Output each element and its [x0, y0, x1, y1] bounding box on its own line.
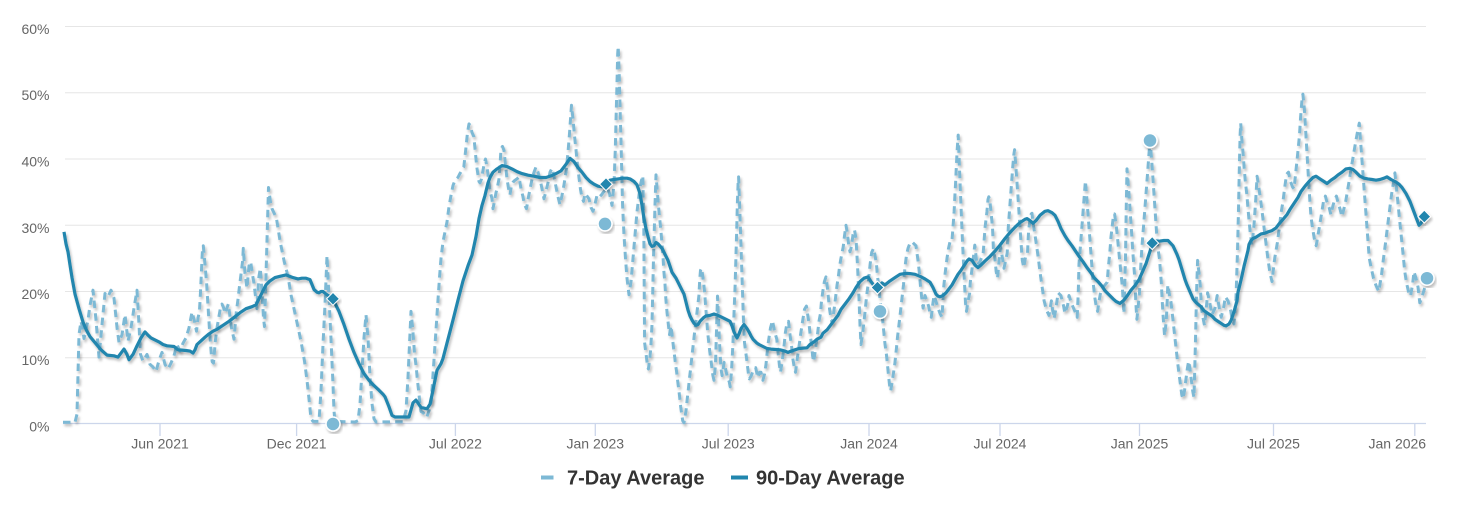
- svg-text:Jun 2021: Jun 2021: [131, 436, 189, 452]
- svg-text:90-Day Average: 90-Day Average: [756, 468, 905, 490]
- svg-text:Jan 2024: Jan 2024: [840, 436, 898, 452]
- svg-text:Jul 2022: Jul 2022: [429, 436, 482, 452]
- svg-text:Jul 2025: Jul 2025: [1247, 436, 1300, 452]
- svg-text:7-Day Average: 7-Day Average: [567, 468, 704, 490]
- svg-text:20%: 20%: [21, 286, 49, 302]
- svg-text:50%: 50%: [21, 87, 49, 103]
- svg-text:30%: 30%: [21, 220, 49, 236]
- svg-text:Jan 2025: Jan 2025: [1111, 436, 1169, 452]
- svg-text:Jan 2026: Jan 2026: [1368, 436, 1426, 452]
- svg-text:Jul 2024: Jul 2024: [974, 436, 1027, 452]
- svg-text:60%: 60%: [21, 21, 49, 37]
- svg-text:Jan 2023: Jan 2023: [566, 436, 624, 452]
- svg-text:10%: 10%: [21, 352, 49, 368]
- svg-text:Jul 2023: Jul 2023: [702, 436, 755, 452]
- svg-text:0%: 0%: [29, 419, 49, 435]
- svg-text:Dec 2021: Dec 2021: [267, 436, 327, 452]
- svg-text:40%: 40%: [21, 154, 49, 170]
